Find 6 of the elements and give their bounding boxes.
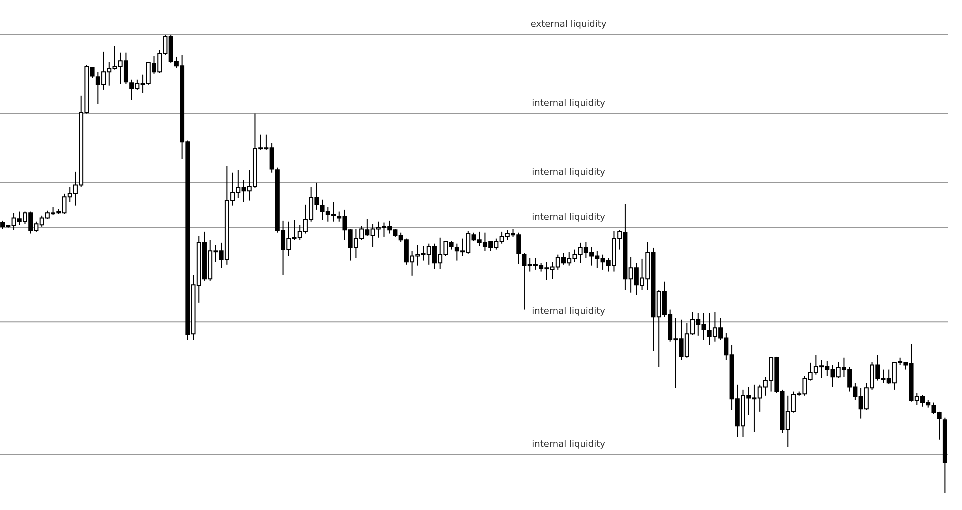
ref-line-label: internal liquidity bbox=[532, 307, 606, 318]
ref-line-label: internal liquidity bbox=[532, 212, 606, 223]
ref-line-label: internal liquidity bbox=[532, 440, 606, 450]
ref-line-label: internal liquidity bbox=[532, 98, 606, 109]
ref-line-label: external liquidity bbox=[530, 20, 608, 30]
ref-line-label: internal liquidity bbox=[532, 168, 606, 178]
